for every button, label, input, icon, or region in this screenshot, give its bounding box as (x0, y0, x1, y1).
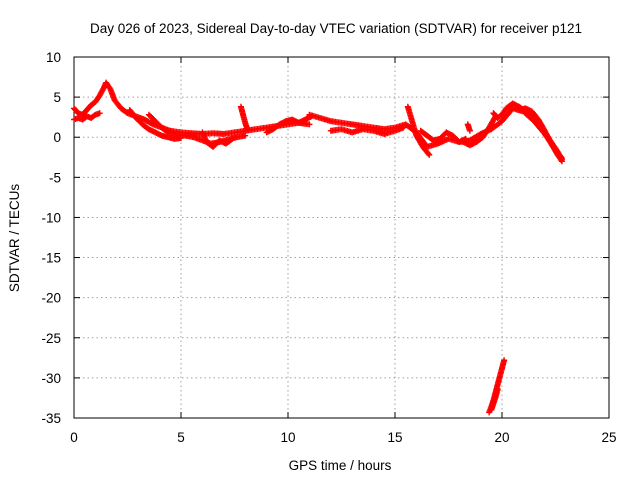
y-axis-ticks: 10 5 0 -5 -10 -15 -20 -25 -30 -35 (41, 50, 609, 426)
data-point (425, 150, 432, 157)
x-tick-label: 20 (494, 430, 509, 445)
y-tick-label: 5 (53, 90, 61, 105)
y-tick-label: -25 (41, 331, 61, 346)
x-axis-ticks: 0 5 10 15 20 25 (70, 57, 617, 445)
y-axis-label: SDTVAR / TECUs (7, 184, 22, 293)
data-point (244, 126, 251, 133)
y-tick-label: -10 (41, 210, 61, 225)
y-tick-label: -30 (41, 371, 61, 386)
data-point (426, 151, 433, 158)
data-point (400, 124, 407, 131)
plot-border (73, 56, 610, 419)
data-point (96, 110, 103, 117)
data-point (558, 157, 565, 164)
x-tick-label: 0 (70, 430, 78, 445)
x-axis-label: GPS time / hours (289, 458, 392, 473)
chart-title: Day 026 of 2023, Sidereal Day-to-day VTE… (90, 21, 582, 36)
data-point (466, 127, 473, 134)
x-tick-label: 15 (387, 430, 402, 445)
data-point (229, 135, 236, 142)
grid (74, 57, 609, 418)
data-point (558, 158, 565, 165)
y-tick-label: -5 (49, 170, 61, 185)
plot-frame (73, 56, 610, 419)
data-point (242, 132, 249, 139)
y-tick-label: -35 (41, 411, 61, 426)
data-point (228, 136, 235, 143)
data-point (501, 357, 508, 364)
y-tick-label: -20 (41, 291, 61, 306)
data-point (306, 121, 313, 128)
data-series (71, 79, 565, 416)
y-tick-label: 0 (53, 130, 61, 145)
x-tick-label: 5 (177, 430, 185, 445)
y-tick-label: -15 (41, 251, 61, 266)
x-tick-label: 10 (280, 430, 295, 445)
y-tick-label: 10 (46, 50, 61, 65)
x-tick-label: 25 (601, 430, 616, 445)
data-point (494, 386, 501, 393)
